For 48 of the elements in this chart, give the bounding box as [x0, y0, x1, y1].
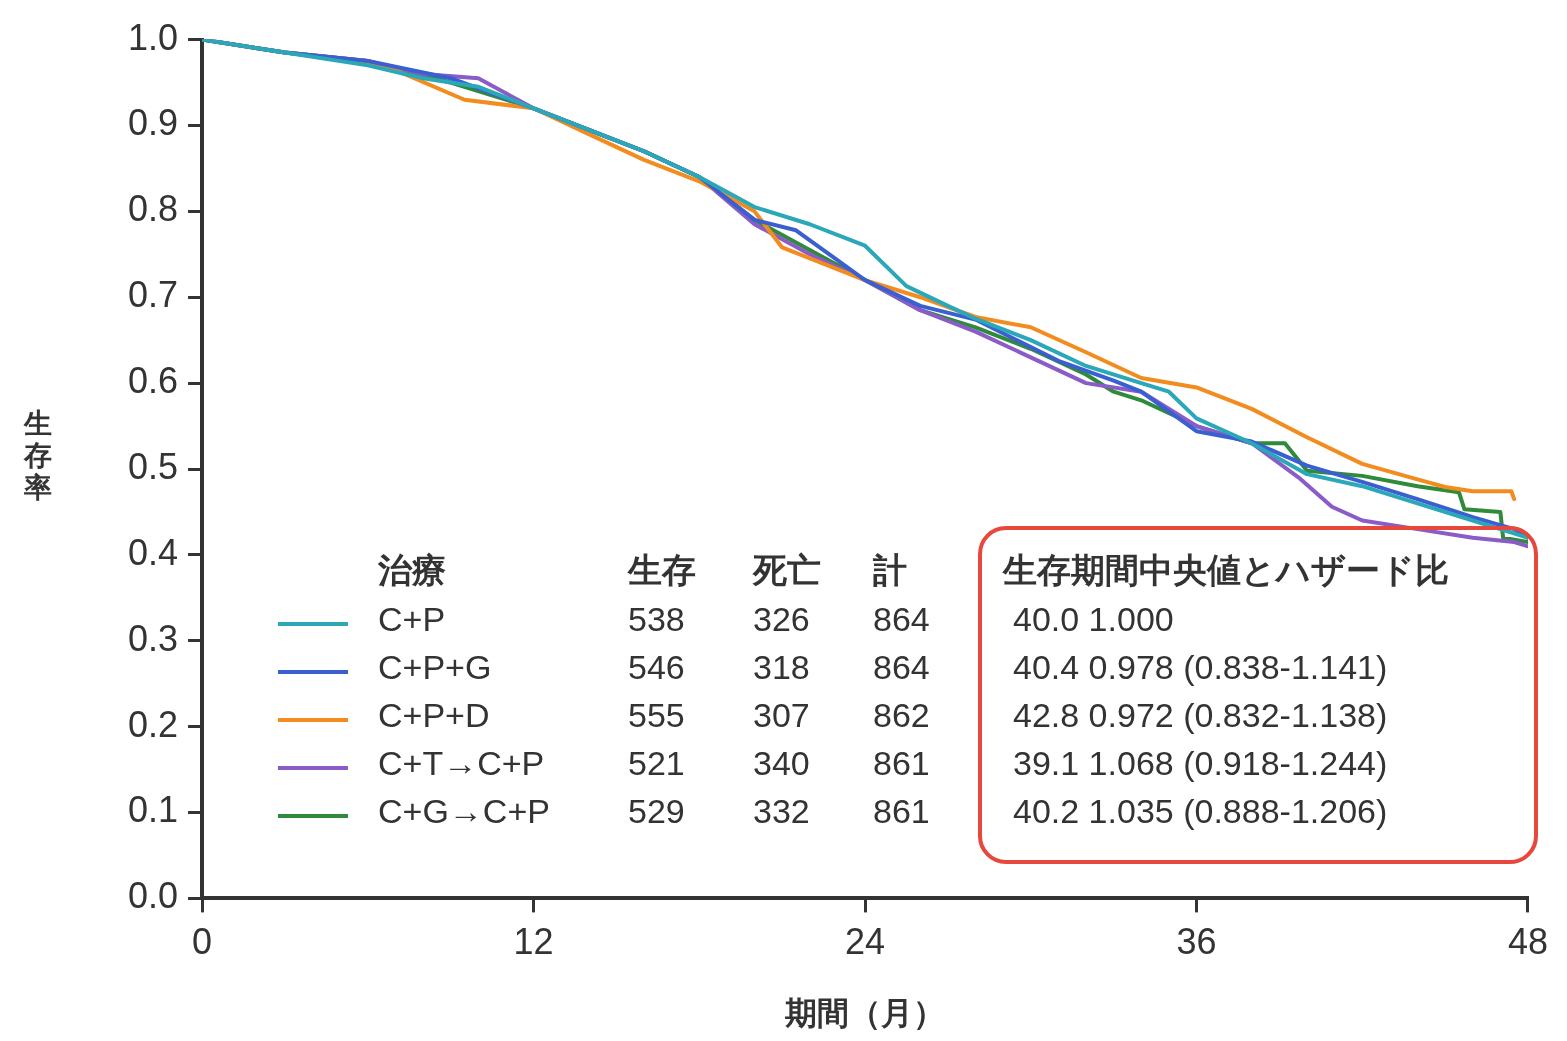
legend-title: 治療 — [378, 550, 446, 591]
annotation: 332 — [753, 792, 810, 831]
annotation: 546 — [628, 648, 685, 687]
legend-label: C+P — [378, 600, 446, 639]
annotation: 40.2 1.035 (0.888-1.206) — [1013, 792, 1388, 831]
y-tick-label: 0.1 — [128, 789, 179, 831]
annotation: 40.0 1.000 — [1013, 600, 1174, 639]
y-tick-label: 1.0 — [128, 16, 179, 58]
annotation: 死亡 — [753, 550, 821, 591]
y-tick-label: 0.6 — [128, 360, 179, 402]
x-axis-title: 期間（月） — [784, 994, 946, 1031]
legend-label: C+P+D — [378, 696, 490, 735]
annotation: 40.4 0.978 (0.838-1.141) — [1013, 648, 1388, 687]
annotation: 538 — [628, 600, 685, 639]
y-tick-label: 0.2 — [128, 703, 179, 745]
legend-label: C+P+G — [378, 648, 492, 687]
annotation: 318 — [753, 648, 810, 687]
y-tick-label: 0.5 — [128, 445, 179, 487]
y-tick-label: 0.8 — [128, 188, 179, 230]
annotation: 39.1 1.068 (0.918-1.244) — [1013, 744, 1388, 783]
x-tick-label: 0 — [192, 920, 213, 962]
annotation: 42.8 0.972 (0.832-1.138) — [1013, 696, 1388, 735]
annotation: 340 — [753, 744, 810, 783]
y-tick-label: 0.4 — [128, 531, 179, 573]
y-tick-label: 0.3 — [128, 617, 179, 659]
annotation: 521 — [628, 744, 685, 783]
annotation: 529 — [628, 792, 685, 831]
annotation: 555 — [628, 696, 685, 735]
x-tick-label: 48 — [1507, 920, 1548, 962]
annotation: 864 — [873, 600, 930, 639]
legend-label: C+G→C+P — [378, 792, 550, 831]
annotation: 生存期間中央値とハザード比 — [1003, 550, 1449, 591]
y-tick-label: 0.9 — [128, 102, 179, 144]
annotation: 計 — [873, 550, 907, 591]
annotation: 861 — [873, 744, 930, 783]
y-axis-title: 生存率 — [22, 408, 53, 504]
annotation: 862 — [873, 696, 930, 735]
x-tick-label: 12 — [513, 920, 554, 962]
annotation: 326 — [753, 600, 810, 639]
annotation: 861 — [873, 792, 930, 831]
x-tick-label: 36 — [1176, 920, 1217, 962]
x-tick-label: 24 — [844, 920, 886, 962]
annotation: 307 — [753, 696, 810, 735]
y-tick-label: 0.0 — [128, 875, 179, 917]
y-tick-label: 0.7 — [128, 274, 179, 316]
annotation: 864 — [873, 648, 930, 687]
annotation: 生存 — [628, 550, 696, 591]
legend-label: C+T→C+P — [378, 744, 545, 783]
